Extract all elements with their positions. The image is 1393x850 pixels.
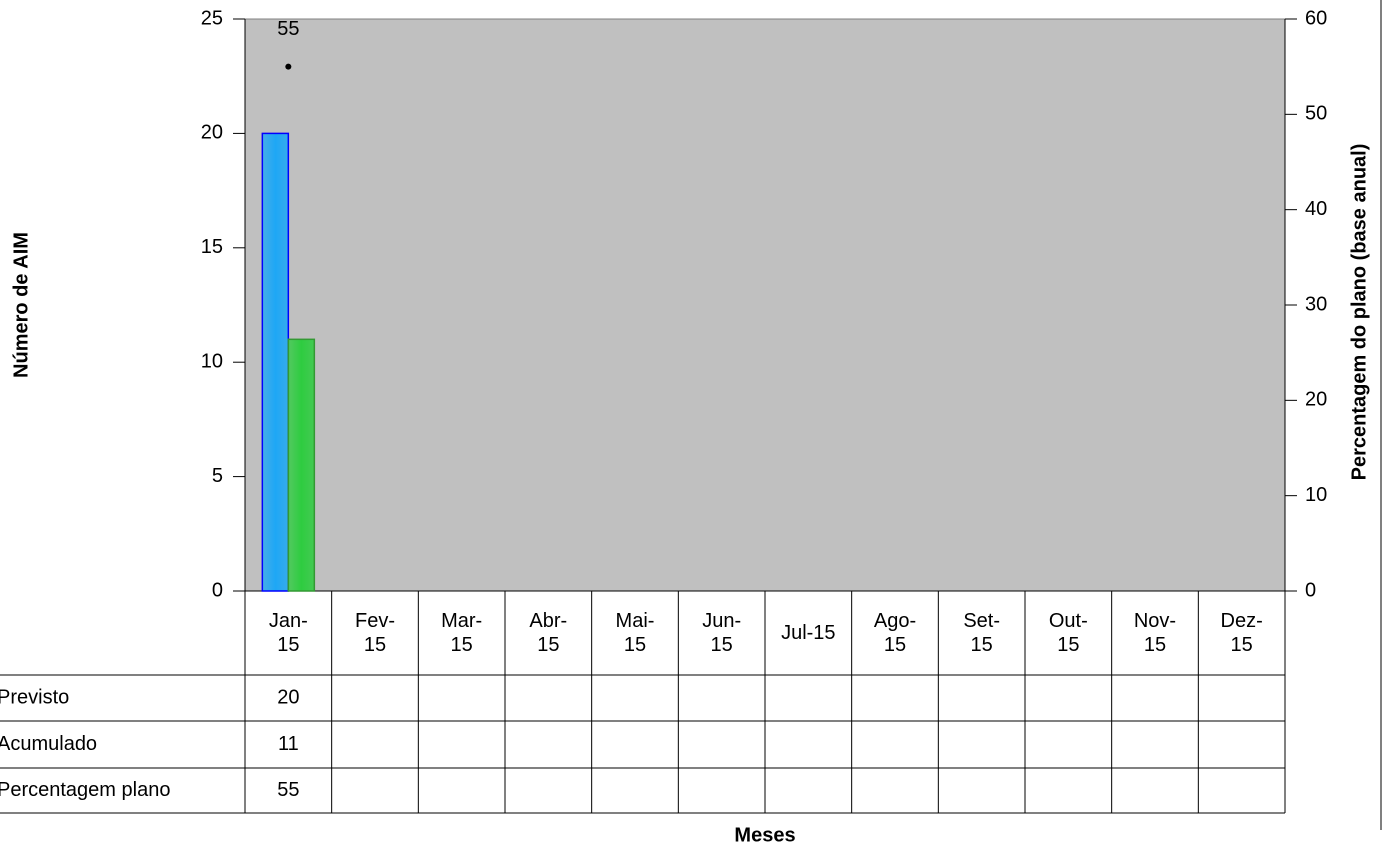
point: [285, 63, 292, 70]
y-tick-label: 5: [212, 465, 223, 487]
y-tick-label: 15: [201, 236, 223, 258]
x-tick-label: Abr-15: [529, 610, 568, 656]
plot-area: [244, 18, 1286, 592]
table-cell: 20: [277, 686, 299, 708]
y-tick-label: 25: [201, 7, 223, 29]
x-tick-label: Jun-15: [702, 610, 742, 656]
y2-tick-label: 10: [1305, 484, 1327, 506]
x-axis-title: Meses: [734, 824, 795, 846]
bar: [287, 338, 316, 592]
category-cell: Abr-15: [505, 591, 592, 675]
data-label: 55: [277, 18, 299, 40]
y2-tick-label: 40: [1305, 198, 1327, 220]
x-tick-label: Jul-15: [781, 622, 836, 644]
cell: Fev-15: [332, 591, 419, 675]
y2-tick-label: 0: [1305, 579, 1316, 601]
cell: Jan-15: [245, 591, 332, 675]
category-cell: Nov-15: [1112, 591, 1199, 675]
cell: Abr-15: [505, 591, 592, 675]
category-cell: Ago-15: [852, 591, 939, 675]
table-row-label: Percentagem plano: [0, 779, 170, 801]
x-tick-label: Set-15: [963, 610, 1000, 656]
category-cell: Set-15: [938, 591, 1025, 675]
cell: Jul-15: [765, 591, 852, 675]
table-row-label: Acumulado: [0, 733, 97, 755]
category-cell: Dez-15: [1198, 591, 1285, 675]
cell: Mar-15: [418, 591, 505, 675]
table-cell: 11: [278, 733, 299, 755]
y2-tick-label: 60: [1305, 7, 1327, 29]
category-cell: Out-15: [1025, 591, 1112, 675]
category-cell: Mar-15: [418, 591, 505, 675]
y2-tick-label: 20: [1305, 389, 1327, 411]
cell: Mai-15: [592, 591, 679, 675]
y2-tick-label: 30: [1305, 293, 1327, 315]
y-tick-label: 20: [201, 122, 223, 144]
y-tick-label: 10: [201, 350, 223, 372]
category-cell: Jan-15: [245, 591, 332, 675]
cell: Dez-15: [1198, 591, 1285, 675]
bar: [261, 132, 290, 592]
x-tick-label: Mar-15: [441, 610, 483, 656]
cell: Out-15: [1025, 591, 1112, 675]
cell: Jun-15: [678, 591, 765, 675]
cell: Ago-15: [852, 591, 939, 675]
x-tick-label: Dez-15: [1220, 610, 1263, 656]
table-row-label: Previsto: [0, 686, 69, 708]
x-tick-label: Jan-15: [268, 610, 308, 656]
y-tick-label: 0: [212, 579, 223, 601]
category-cell: Fev-15: [332, 591, 419, 675]
table-cell: 55: [277, 779, 299, 801]
x-tick-label: Fev-15: [354, 610, 395, 656]
y2-tick-label: 50: [1305, 103, 1327, 125]
category-cell: Jul-15: [765, 591, 852, 675]
cell: Set-15: [938, 591, 1025, 675]
cell: Nov-15: [1112, 591, 1199, 675]
category-cell: Jun-15: [678, 591, 765, 675]
x-tick-label: Out-15: [1048, 610, 1088, 656]
category-cell: Mai-15: [592, 591, 679, 675]
y2-axis-title: Percentagem do plano (base anual): [1348, 144, 1370, 481]
x-tick-label: Ago-15: [873, 610, 917, 656]
x-tick-label: Mai-15: [615, 610, 655, 656]
x-tick-label: Nov-15: [1133, 610, 1177, 656]
y-axis-title: Número de AIM: [10, 232, 32, 378]
